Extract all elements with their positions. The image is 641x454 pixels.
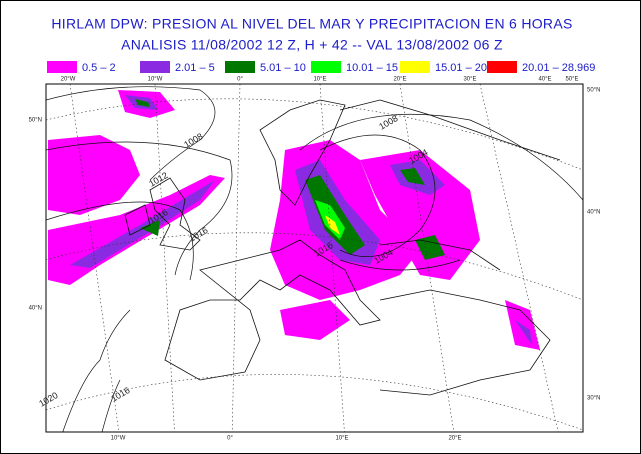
longitude-label: 50°E xyxy=(565,77,578,83)
legend-label: 5.01 – 10 xyxy=(260,62,306,74)
longitude-label: 0° xyxy=(237,77,243,83)
longitude-label: 10°W xyxy=(148,77,163,83)
longitude-label: 0° xyxy=(227,436,233,442)
title-line: ANALISIS 11/08/2002 12 Z, H + 42 -- VAL … xyxy=(121,37,503,53)
longitude-label: 40°E xyxy=(538,77,551,83)
legend-swatch xyxy=(311,61,341,73)
legend: 0.5 – 2 2.01 – 5 5.01 – 10 10.01 – 15 15.01 … xyxy=(47,61,595,74)
latitude-label: 40°N xyxy=(29,306,42,312)
legend-label: 15.01 – 20 xyxy=(435,62,487,74)
latitude-label: 50°N xyxy=(587,88,600,94)
latitude-label: 30°N xyxy=(587,396,600,402)
legend-label: 2.01 – 5 xyxy=(175,62,215,74)
legend-swatch xyxy=(487,61,517,73)
latitude-label: 50°N xyxy=(29,118,42,124)
legend-swatch xyxy=(47,61,77,73)
legend-label: 10.01 – 15 xyxy=(346,62,398,74)
title-line: HIRLAM DPW: PRESION AL NIVEL DEL MAR Y P… xyxy=(51,16,572,32)
longitude-label: 20°E xyxy=(448,436,461,442)
map-frame xyxy=(45,83,584,433)
longitude-label: 10°E xyxy=(313,77,326,83)
longitude-label: 10°E xyxy=(335,436,348,442)
legend-label: 20.01 – 28.969 xyxy=(522,62,595,74)
longitude-label: 20°E xyxy=(393,77,406,83)
legend-swatch xyxy=(225,61,255,73)
legend-swatch xyxy=(140,61,170,73)
longitude-label: 10°W xyxy=(111,436,126,442)
longitude-label: 20°W xyxy=(61,77,76,83)
longitude-label: 30°E xyxy=(463,77,476,83)
legend-swatch xyxy=(400,61,430,73)
isobars xyxy=(46,86,583,432)
graticule xyxy=(46,84,583,432)
latitude-label: 40°N xyxy=(587,210,600,216)
legend-label: 0.5 – 2 xyxy=(82,62,116,74)
